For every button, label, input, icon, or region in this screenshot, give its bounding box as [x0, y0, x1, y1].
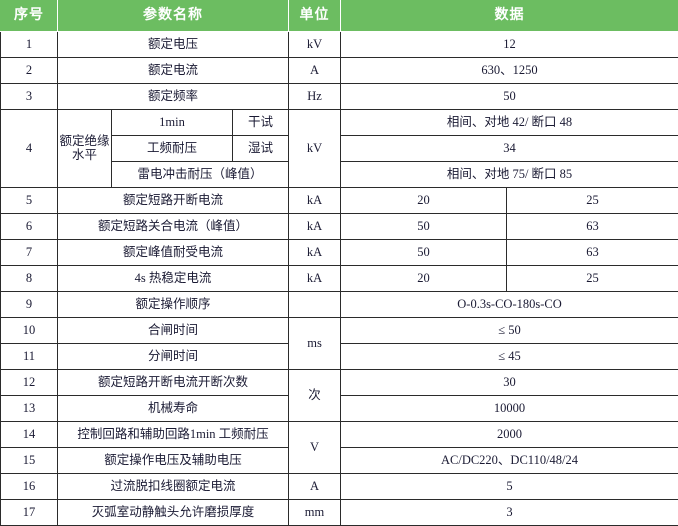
- cell-data: 630、1250: [341, 58, 678, 84]
- cell-data-right: 63: [507, 214, 678, 240]
- cell-param-powerfreq: 工频耐压: [112, 136, 233, 162]
- cell-param: 灭弧室动静触头允许磨损厚度: [58, 500, 289, 526]
- table-row: 8 4s 热稳定电流 kA 20 25: [1, 266, 678, 292]
- cell-no: 13: [1, 396, 58, 422]
- cell-no: 5: [1, 188, 58, 214]
- cell-param-lightning: 雷电冲击耐压（峰值）: [112, 162, 289, 188]
- cell-data: 相间、对地 75/ 断口 85: [341, 162, 678, 188]
- cell-data: 34: [341, 136, 678, 162]
- cell-unit: kA: [289, 214, 341, 240]
- table-row: 17 灭弧室动静触头允许磨损厚度 mm 3: [1, 500, 678, 526]
- cell-param: 额定短路关合电流（峰值）: [58, 214, 289, 240]
- header-cell-param: 参数名称: [58, 1, 289, 32]
- cell-param: 过流脱扣线圈额定电流: [58, 474, 289, 500]
- cell-no: 14: [1, 422, 58, 448]
- cell-unit: mm: [289, 500, 341, 526]
- cell-no: 15: [1, 448, 58, 474]
- cell-insulation-group-label: 额定绝缘水平: [58, 110, 112, 188]
- table-body: 1 额定电压 kV 12 2 额定电流 A 630、1250 3 额定频率 Hz…: [1, 32, 678, 526]
- cell-no: 17: [1, 500, 58, 526]
- cell-no: 16: [1, 474, 58, 500]
- cell-param: 机械寿命: [58, 396, 289, 422]
- cell-no: 2: [1, 58, 58, 84]
- cell-param: 合闸时间: [58, 318, 289, 344]
- cell-param: 额定电压: [58, 32, 289, 58]
- cell-data: ≤ 50: [341, 318, 678, 344]
- cell-data-left: 20: [341, 266, 507, 292]
- table-header-row: 序号 参数名称 单位 数据: [1, 1, 678, 32]
- cell-param: 额定短路开断电流开断次数: [58, 370, 289, 396]
- cell-unit: 次: [289, 370, 341, 422]
- cell-data: O-0.3s-CO-180s-CO: [341, 292, 678, 318]
- cell-no: 12: [1, 370, 58, 396]
- cell-unit: A: [289, 474, 341, 500]
- cell-data-right: 25: [507, 266, 678, 292]
- cell-unit: kA: [289, 240, 341, 266]
- cell-data: 30: [341, 370, 678, 396]
- cell-no: 3: [1, 84, 58, 110]
- cell-data: 2000: [341, 422, 678, 448]
- cell-param: 额定频率: [58, 84, 289, 110]
- cell-no: 4: [1, 110, 58, 188]
- table-row: 10 合闸时间 ms ≤ 50: [1, 318, 678, 344]
- cell-unit: V: [289, 422, 341, 474]
- cell-param: 额定操作电压及辅助电压: [58, 448, 289, 474]
- cell-data-right: 25: [507, 188, 678, 214]
- cell-data-right: 63: [507, 240, 678, 266]
- cell-data: 相间、对地 42/ 断口 48: [341, 110, 678, 136]
- table-row-insulation-dry: 4 额定绝缘水平 1min 干试 kV 相间、对地 42/ 断口 48: [1, 110, 678, 136]
- cell-data: 5: [341, 474, 678, 500]
- table-row: 5 额定短路开断电流 kA 20 25: [1, 188, 678, 214]
- cell-no: 8: [1, 266, 58, 292]
- cell-param: 额定操作顺序: [58, 292, 289, 318]
- cell-no: 6: [1, 214, 58, 240]
- cell-data: AC/DC220、DC110/48/24: [341, 448, 678, 474]
- cell-data-left: 50: [341, 214, 507, 240]
- cell-data: 50: [341, 84, 678, 110]
- cell-data-left: 50: [341, 240, 507, 266]
- table-row: 9 额定操作顺序 O-0.3s-CO-180s-CO: [1, 292, 678, 318]
- cell-unit: kV: [289, 110, 341, 188]
- cell-param: 4s 热稳定电流: [58, 266, 289, 292]
- table-row: 3 额定频率 Hz 50: [1, 84, 678, 110]
- cell-unit: ms: [289, 318, 341, 370]
- table-row: 2 额定电流 A 630、1250: [1, 58, 678, 84]
- table-row: 1 额定电压 kV 12: [1, 32, 678, 58]
- cell-no: 11: [1, 344, 58, 370]
- cell-param: 分闸时间: [58, 344, 289, 370]
- cell-unit: [289, 292, 341, 318]
- cell-no: 7: [1, 240, 58, 266]
- cell-no: 1: [1, 32, 58, 58]
- cell-no: 9: [1, 292, 58, 318]
- table-row: 7 额定峰值耐受电流 kA 50 63: [1, 240, 678, 266]
- cell-unit: kV: [289, 32, 341, 58]
- cell-unit: Hz: [289, 84, 341, 110]
- cell-unit: kA: [289, 188, 341, 214]
- cell-test-wet: 湿试: [233, 136, 289, 162]
- cell-param-1min: 1min: [112, 110, 233, 136]
- table-row: 12 额定短路开断电流开断次数 次 30: [1, 370, 678, 396]
- cell-param: 额定电流: [58, 58, 289, 84]
- cell-data: 10000: [341, 396, 678, 422]
- table-row: 16 过流脱扣线圈额定电流 A 5: [1, 474, 678, 500]
- cell-data: 12: [341, 32, 678, 58]
- cell-no: 10: [1, 318, 58, 344]
- cell-param: 额定短路开断电流: [58, 188, 289, 214]
- table-row: 14 控制回路和辅助回路1min 工频耐压 V 2000: [1, 422, 678, 448]
- header-cell-unit: 单位: [289, 1, 341, 32]
- cell-unit: A: [289, 58, 341, 84]
- cell-data: 3: [341, 500, 678, 526]
- cell-data: ≤ 45: [341, 344, 678, 370]
- cell-unit: kA: [289, 266, 341, 292]
- cell-test-dry: 干试: [233, 110, 289, 136]
- table-row: 6 额定短路关合电流（峰值） kA 50 63: [1, 214, 678, 240]
- header-cell-data: 数据: [341, 1, 678, 32]
- cell-param: 控制回路和辅助回路1min 工频耐压: [58, 422, 289, 448]
- header-cell-no: 序号: [1, 1, 58, 32]
- cell-data-left: 20: [341, 188, 507, 214]
- cell-param: 额定峰值耐受电流: [58, 240, 289, 266]
